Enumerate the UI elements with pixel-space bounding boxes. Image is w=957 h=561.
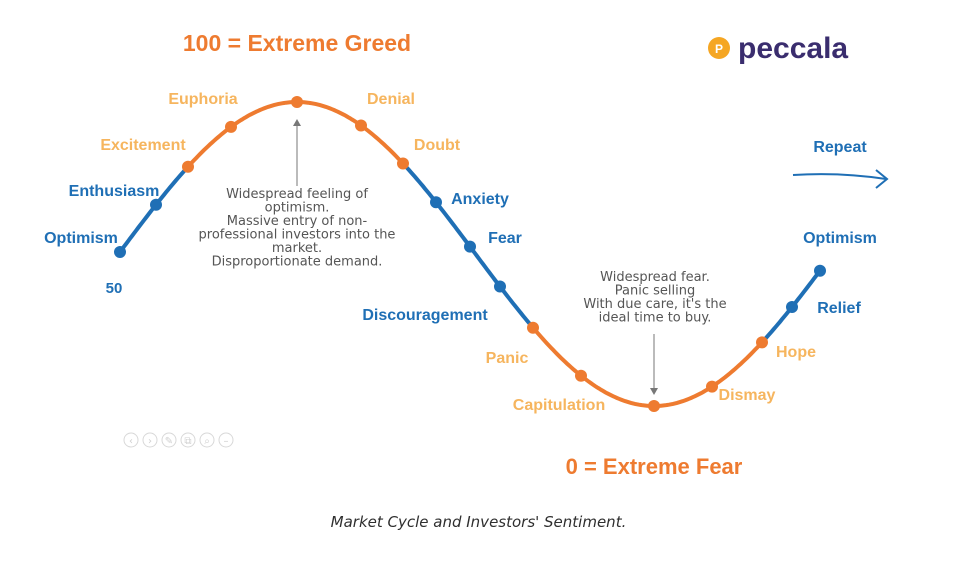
note-line: Disproportionate demand. <box>212 255 383 270</box>
stage-dot <box>814 264 826 277</box>
prev-icon[interactable]: ‹ <box>123 432 139 448</box>
stage-dot <box>355 119 367 132</box>
stage-dot <box>150 198 162 211</box>
stage-dot <box>706 380 718 393</box>
top-note-pointer <box>293 119 301 186</box>
stage-dot <box>786 301 798 313</box>
stage-labels: Optimism Enthusiasm Excitement Euphoria Deni… <box>44 91 877 414</box>
peccala-logo: P peccala <box>708 32 848 65</box>
note-line: Massive entry of non- <box>227 214 368 229</box>
logo-badge-icon <box>708 37 730 59</box>
stage-dot <box>464 240 476 253</box>
stage-dot <box>225 120 237 133</box>
stage-dot <box>756 336 768 349</box>
stage-label-panic: Panic <box>486 350 529 367</box>
minimize-icon[interactable]: – <box>218 432 234 448</box>
note-line: ideal time to buy. <box>599 311 712 326</box>
stage-dot <box>114 246 126 258</box>
svg-text:›: › <box>148 436 152 447</box>
next-icon[interactable]: › <box>142 432 158 448</box>
svg-text:⌕: ⌕ <box>204 436 210 447</box>
stage-label-anxiety: Anxiety <box>451 191 509 208</box>
note-line: With due care, it's the <box>583 297 726 312</box>
note-line: optimism. <box>265 201 330 216</box>
note-line: Panic selling <box>615 284 695 299</box>
svg-text:✎: ✎ <box>165 436 173 447</box>
viewer-toolbar: ‹ › ✎ ⧉ ⌕ – <box>123 432 234 448</box>
stage-dot <box>182 160 194 173</box>
midpoint-label: 50 <box>106 280 123 297</box>
stage-dot <box>648 400 660 412</box>
stage-label-optimism: Optimism <box>44 230 118 247</box>
curve-segment-2 <box>186 100 405 169</box>
note-line: Widespread fear. <box>600 270 710 285</box>
stage-dots <box>114 96 826 412</box>
stage-label-fear: Fear <box>488 230 522 247</box>
fear-title: 0 = Extreme Fear <box>566 454 743 479</box>
repeat-arrow-icon <box>792 169 889 189</box>
figure-caption: Market Cycle and Investors' Sentiment. <box>330 513 627 531</box>
stage-dot <box>494 280 506 293</box>
stage-label-denial: Denial <box>367 91 415 108</box>
repeat-label: Repeat <box>813 139 867 156</box>
edit-icon[interactable]: ✎ <box>161 432 177 448</box>
svg-text:⧉: ⧉ <box>184 436 191 447</box>
curve-segment-4 <box>531 325 764 408</box>
logo-badge-mark: P <box>715 42 723 56</box>
stage-label-doubt: Doubt <box>414 137 461 154</box>
svg-text:–: – <box>224 436 229 447</box>
stage-label-hope: Hope <box>776 344 816 361</box>
stage-label-dismay: Dismay <box>719 387 776 404</box>
stage-dot <box>575 369 587 382</box>
stage-label-enthusiasm: Enthusiasm <box>69 183 160 200</box>
logo-text: peccala <box>738 32 848 65</box>
stage-label-excitement: Excitement <box>100 137 186 154</box>
stage-dot <box>397 157 409 170</box>
stage-label-discouragement: Discouragement <box>362 307 488 324</box>
stage-dot <box>527 321 539 334</box>
zoom-icon[interactable]: ⌕ <box>199 432 215 448</box>
copy-icon[interactable]: ⧉ <box>180 432 196 448</box>
stage-label-relief: Relief <box>817 300 861 317</box>
stage-label-euphoria: Euphoria <box>168 91 237 108</box>
note-line: Widespread feeling of <box>226 187 368 202</box>
stage-label-optimism: Optimism <box>803 230 877 247</box>
stage-label-capitulation: Capitulation <box>513 397 605 414</box>
note-line: market. <box>272 241 322 256</box>
bottom-note-pointer <box>650 334 658 395</box>
svg-text:‹: ‹ <box>129 436 133 447</box>
stage-dot <box>430 196 442 209</box>
stage-dot <box>291 96 303 108</box>
note-line: professional investors into the <box>199 228 396 243</box>
greed-title: 100 = Extreme Greed <box>183 30 411 56</box>
